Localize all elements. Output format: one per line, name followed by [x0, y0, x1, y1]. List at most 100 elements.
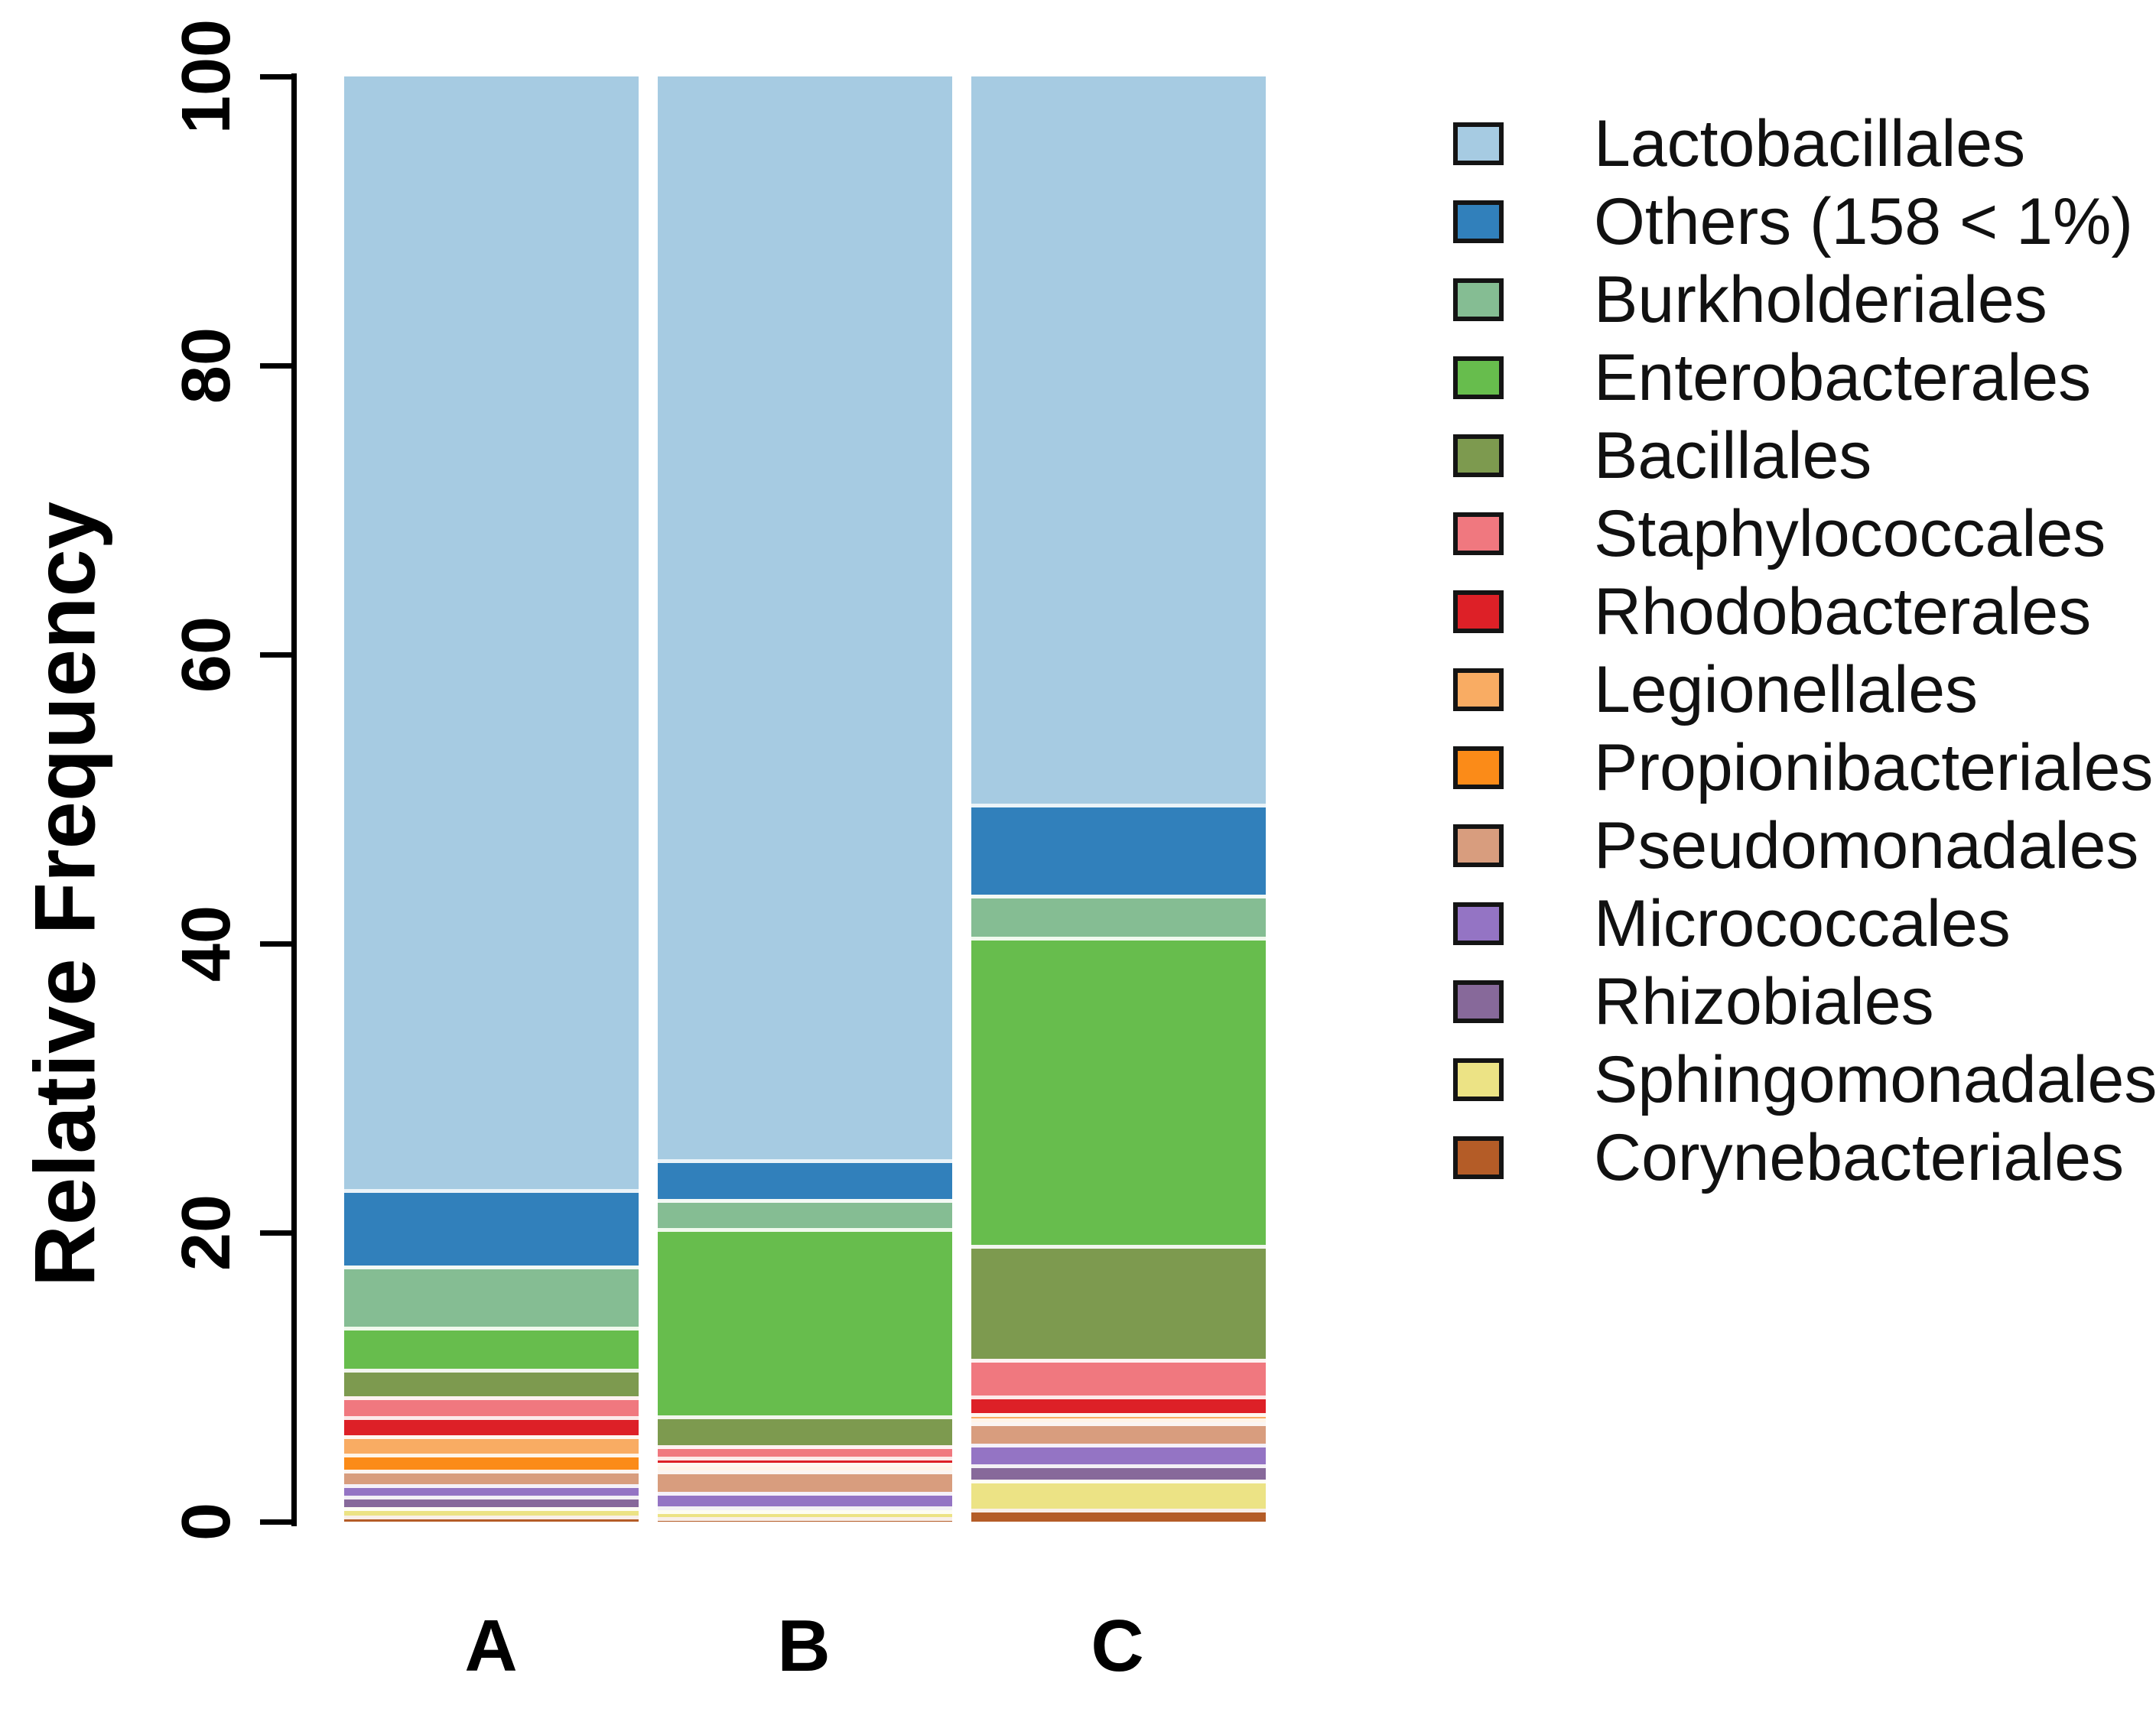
legend-item-others: Others (158 < 1%)	[1453, 185, 2156, 258]
legend-key-sphingomonadales	[1453, 1058, 1504, 1101]
segment-rhizobiales-a	[344, 1495, 639, 1507]
segment-staphylococcales-b	[658, 1445, 952, 1457]
segment-micrococcales-b	[658, 1492, 952, 1506]
legend-label: Corynebacteriales	[1594, 1121, 2125, 1194]
y-tick-label-20: 20	[167, 1194, 245, 1272]
y-axis-tick-60	[260, 651, 292, 658]
segment-staphylococcales-c	[971, 1359, 1266, 1395]
x-label-a: A	[464, 1605, 518, 1687]
legend-label: Rhizobiales	[1594, 965, 1934, 1038]
y-axis-tick-80	[260, 362, 292, 369]
legend-key-propionibacteriales	[1453, 746, 1504, 789]
legend: Lactobacillales Others (158 < 1%) Burkho…	[1453, 107, 2156, 1194]
segment-bacillales-b	[658, 1415, 952, 1446]
segment-burkholderiales-a	[344, 1266, 639, 1327]
legend-label: Staphylococcales	[1594, 497, 2106, 570]
segment-staphylococcales-a	[344, 1395, 639, 1416]
segment-corynebacteriales-b	[658, 1517, 952, 1522]
segment-bacillales-a	[344, 1368, 639, 1396]
segment-lactobacillales-c	[971, 76, 1266, 804]
y-axis-tick-100	[260, 73, 292, 80]
legend-item-micrococcales: Micrococcales	[1453, 887, 2156, 960]
y-axis-tick-0	[260, 1519, 292, 1525]
segment-propionibacteriales-b	[658, 1466, 952, 1470]
y-tick-label-40: 40	[167, 905, 245, 983]
segment-enterobacterales-c	[971, 936, 1266, 1246]
legend-label: Pseudomonadales	[1594, 809, 2139, 882]
bar-a	[344, 76, 639, 1522]
segment-sphingomonadales-b	[658, 1509, 952, 1518]
legend-key-micrococcales	[1453, 902, 1504, 945]
legend-item-sphingomonadales: Sphingomonadales	[1453, 1043, 2156, 1116]
bar-c	[971, 76, 1266, 1522]
legend-key-rhodobacterales	[1453, 590, 1504, 633]
legend-label: Micrococcales	[1594, 887, 2011, 960]
y-tick-label-80: 80	[167, 327, 245, 405]
y-axis-line	[291, 73, 297, 1526]
legend-key-enterobacterales	[1453, 356, 1504, 399]
segment-lactobacillales-b	[658, 76, 952, 1159]
segment-rhodobacterales-c	[971, 1395, 1266, 1414]
legend-key-legionellales	[1453, 668, 1504, 711]
legend-item-lactobacillales: Lactobacillales	[1453, 107, 2156, 180]
segment-propionibacteriales-a	[344, 1454, 639, 1470]
legend-key-pseudomonadales	[1453, 824, 1504, 867]
segment-bacillales-c	[971, 1245, 1266, 1360]
segment-pseudomonadales-b	[658, 1470, 952, 1493]
segment-rhodobacterales-b	[658, 1457, 952, 1463]
legend-item-pseudomonadales: Pseudomonadales	[1453, 809, 2156, 882]
legend-key-others	[1453, 200, 1504, 243]
x-label-c: C	[1091, 1605, 1144, 1687]
y-tick-label-0: 0	[167, 1502, 245, 1542]
legend-item-enterobacterales: Enterobacterales	[1453, 341, 2156, 414]
segment-enterobacterales-a	[344, 1326, 639, 1369]
segment-sphingomonadales-c	[971, 1480, 1266, 1509]
segment-rhizobiales-c	[971, 1464, 1266, 1480]
segment-micrococcales-c	[971, 1444, 1266, 1465]
legend-key-corynebacteriales	[1453, 1136, 1504, 1179]
bar-b	[658, 76, 952, 1522]
legend-label: Lactobacillales	[1594, 107, 2026, 180]
segment-others-158-1-c	[971, 803, 1266, 895]
y-tick-label-100: 100	[167, 18, 245, 135]
legend-item-burkholderiales: Burkholderiales	[1453, 267, 2156, 333]
segment-legionellales-b	[658, 1462, 952, 1467]
segment-burkholderiales-c	[971, 894, 1266, 937]
segment-pseudomonadales-a	[344, 1469, 639, 1484]
legend-item-propionibacteriales: Propionibacteriales	[1453, 731, 2156, 804]
segment-propionibacteriales-c	[971, 1418, 1266, 1422]
legend-item-rhodobacterales: Rhodobacterales	[1453, 575, 2156, 648]
y-tick-label-60: 60	[167, 616, 245, 694]
legend-label: Rhodobacterales	[1594, 575, 2092, 648]
segment-corynebacteriales-a	[344, 1516, 639, 1522]
legend-label: Enterobacterales	[1594, 341, 2092, 414]
legend-label: Bacillales	[1594, 419, 1872, 492]
segment-rhizobiales-b	[658, 1506, 952, 1510]
legend-label: Sphingomonadales	[1594, 1043, 2156, 1116]
segment-corynebacteriales-c	[971, 1509, 1266, 1522]
y-axis-title: Relative Frequency	[17, 501, 113, 1288]
legend-key-bacillales	[1453, 434, 1504, 477]
legend-item-corynebacteriales: Corynebacteriales	[1453, 1121, 2156, 1194]
legend-item-staphylococcales: Staphylococcales	[1453, 497, 2156, 570]
y-axis-tick-20	[260, 1230, 292, 1236]
legend-label: Legionellales	[1594, 653, 1979, 726]
legend-item-legionellales: Legionellales	[1453, 653, 2156, 726]
segment-others-158-1-b	[658, 1158, 952, 1200]
x-label-b: B	[777, 1605, 831, 1687]
legend-label: Propionibacteriales	[1594, 731, 2154, 804]
legend-label: Others (158 < 1%)	[1594, 185, 2134, 258]
legend-key-lactobacillales	[1453, 122, 1504, 165]
segment-pseudomonadales-c	[971, 1421, 1266, 1444]
segment-others-158-1-a	[344, 1189, 639, 1266]
legend-key-staphylococcales	[1453, 512, 1504, 555]
legend-key-burkholderiales	[1453, 278, 1504, 321]
segment-rhodobacterales-a	[344, 1415, 639, 1435]
segment-sphingomonadales-a	[344, 1507, 639, 1516]
legend-item-rhizobiales: Rhizobiales	[1453, 965, 2156, 1038]
segment-enterobacterales-b	[658, 1227, 952, 1415]
segment-legionellales-c	[971, 1413, 1266, 1418]
legend-item-bacillales: Bacillales	[1453, 419, 2156, 492]
segment-legionellales-a	[344, 1434, 639, 1454]
